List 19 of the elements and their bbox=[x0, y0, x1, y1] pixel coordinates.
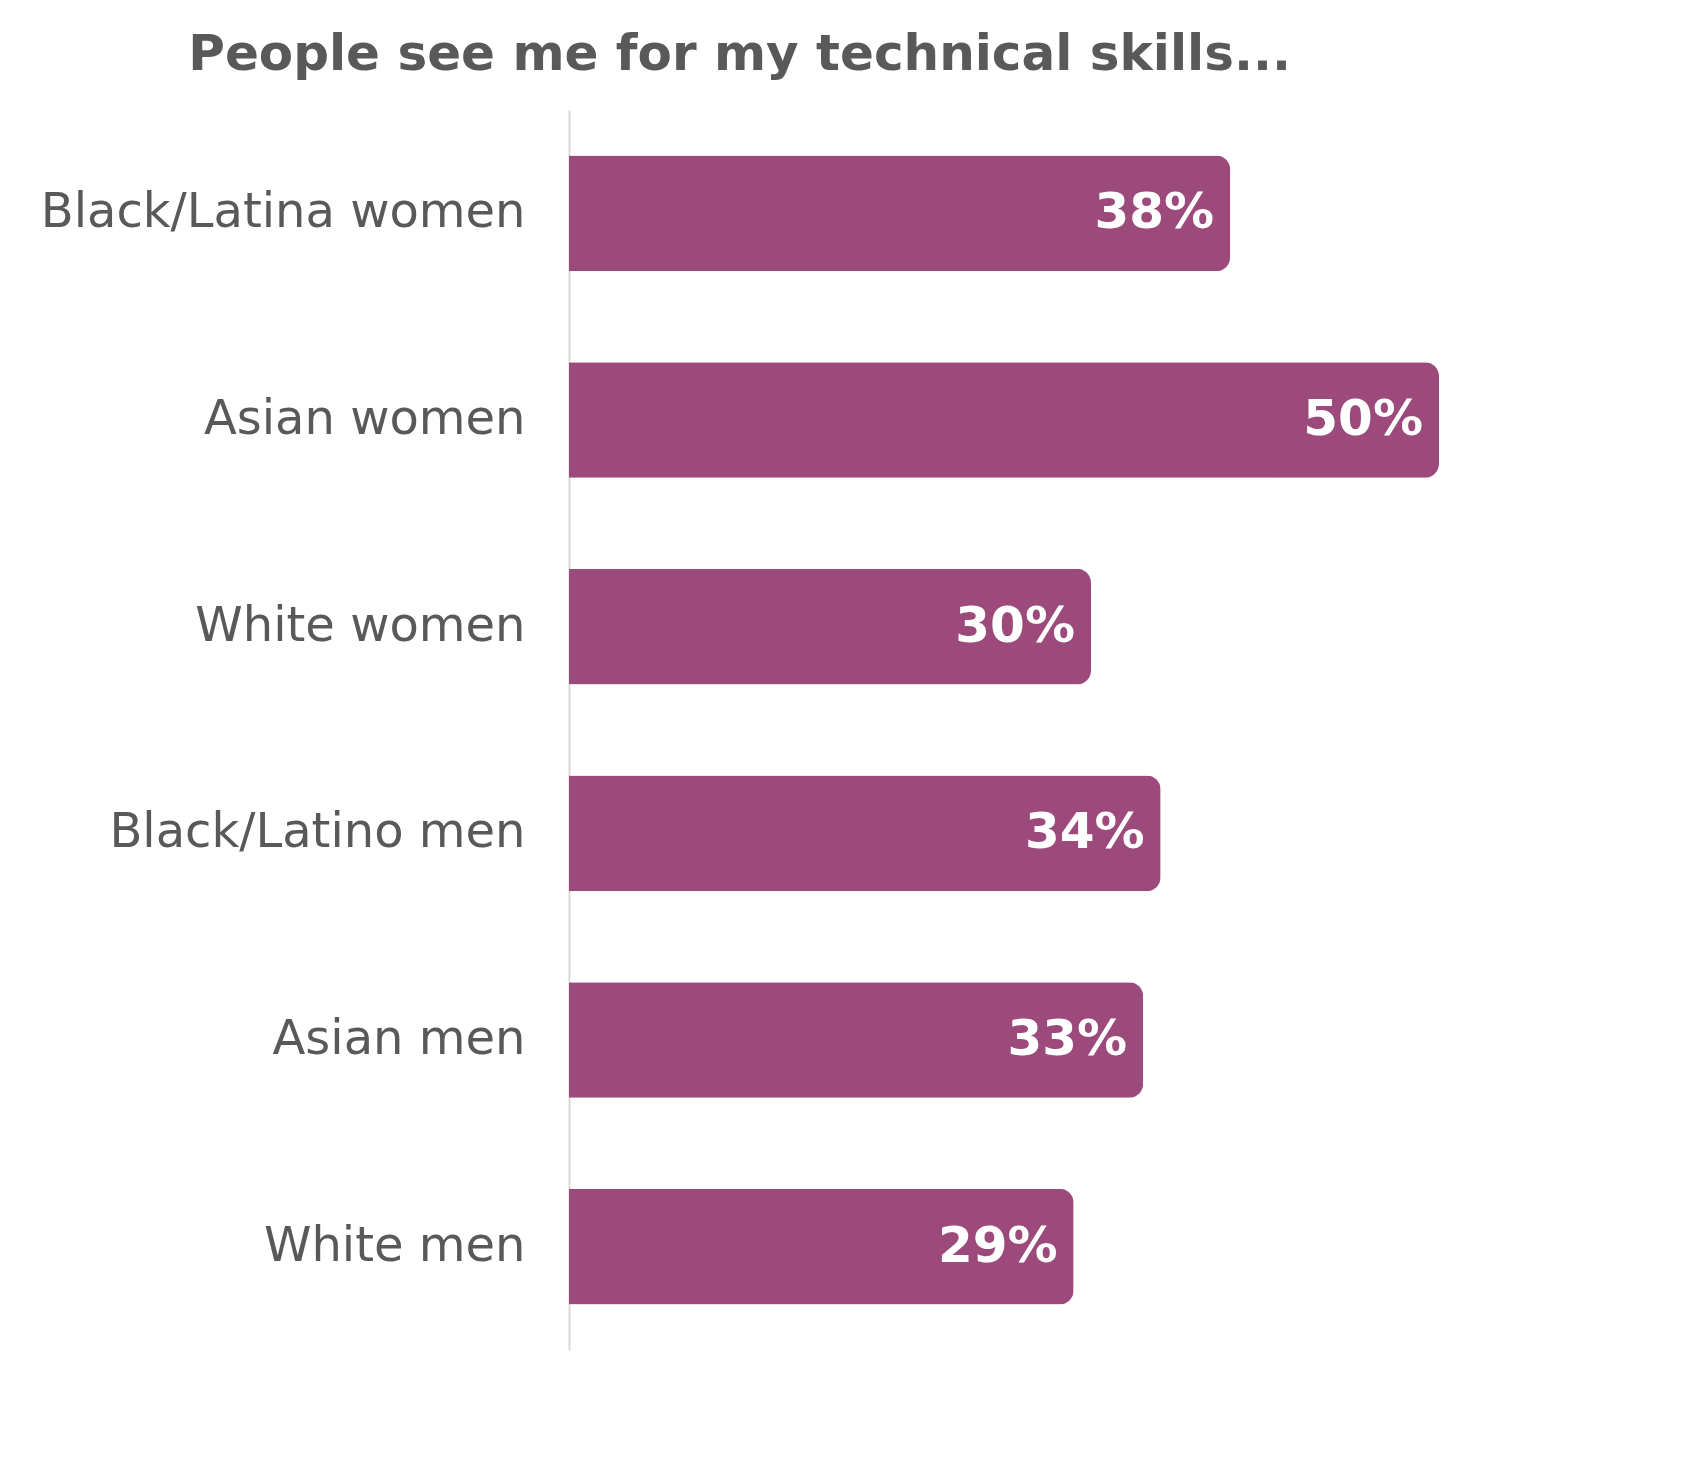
bar bbox=[569, 982, 1144, 1098]
y-tick-label: White men bbox=[263, 1215, 526, 1272]
chart-title: People see me for my technical skills... bbox=[188, 24, 1291, 82]
y-tick-label: Black/Latino men bbox=[109, 802, 526, 859]
data-label: 29% bbox=[937, 1215, 1058, 1274]
data-label: 34% bbox=[1024, 802, 1145, 861]
data-label: 30% bbox=[955, 595, 1075, 654]
data-label: 38% bbox=[1094, 182, 1215, 241]
data-label: 50% bbox=[1303, 389, 1423, 447]
bar bbox=[569, 155, 1231, 272]
y-tick-label: Black/Latina women bbox=[40, 182, 526, 239]
bar bbox=[569, 1188, 1074, 1305]
bar bbox=[569, 568, 1091, 685]
y-tick-label: White women bbox=[195, 595, 526, 652]
bar bbox=[569, 775, 1161, 892]
y-tick-label: Asian women bbox=[203, 389, 526, 445]
bar bbox=[569, 362, 1439, 478]
data-label: 33% bbox=[1007, 1009, 1128, 1067]
y-tick-label: Asian men bbox=[272, 1009, 526, 1065]
